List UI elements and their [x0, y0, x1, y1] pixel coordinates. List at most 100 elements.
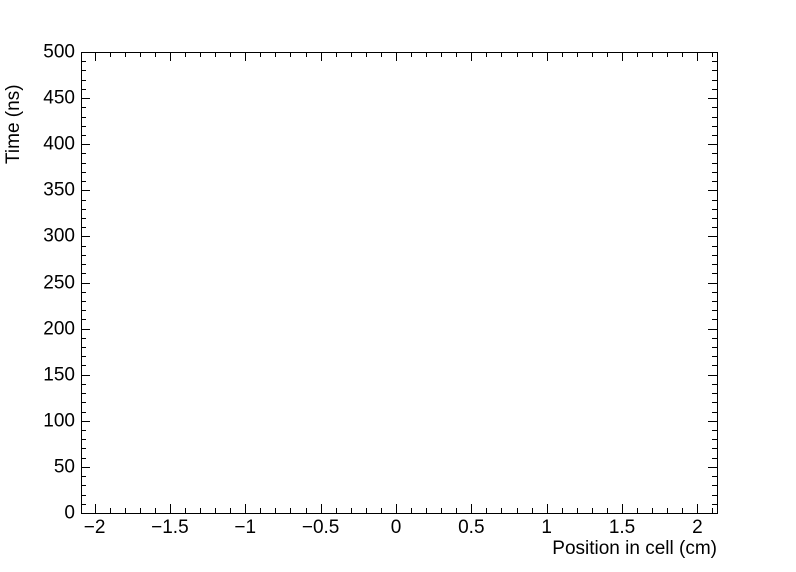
axis-tick [708, 375, 717, 376]
axis-tick [81, 172, 86, 173]
axis-tick [81, 246, 86, 247]
axis-tick [81, 430, 86, 431]
axis-tick [381, 52, 382, 57]
axis-tick [366, 508, 367, 513]
axis-tick [81, 107, 86, 108]
axis-tick [708, 513, 717, 514]
axis-tick [592, 508, 593, 513]
axis-tick [81, 375, 90, 376]
axis-tick [81, 218, 86, 219]
axis-tick [708, 52, 717, 53]
axis-tick [81, 513, 90, 514]
axis-tick [306, 52, 307, 57]
axis-tick [712, 292, 717, 293]
axis-tick [471, 504, 472, 513]
axis-tick [712, 209, 717, 210]
axis-tick [697, 504, 698, 513]
axis-tick [712, 255, 717, 256]
x-tick-label: −2 [83, 517, 106, 538]
axis-tick [712, 319, 717, 320]
y-tick-label: 300 [43, 225, 75, 247]
axis-tick [336, 52, 337, 57]
axis-tick [712, 347, 717, 348]
axis-tick [712, 273, 717, 274]
axis-tick [547, 504, 548, 513]
axis-tick [321, 504, 322, 513]
axis-tick [712, 365, 717, 366]
axis-tick [81, 98, 90, 99]
axis-tick [140, 508, 141, 513]
axis-tick [562, 52, 563, 57]
axis-tick [81, 421, 90, 422]
axis-tick [708, 144, 717, 145]
axis-tick [81, 236, 90, 237]
axis-tick [517, 52, 518, 57]
axis-tick [81, 283, 90, 284]
axis-tick [185, 508, 186, 513]
x-tick-label: 0.5 [458, 517, 485, 538]
axis-tick [547, 52, 548, 61]
axis-tick [81, 476, 86, 477]
axis-tick [712, 356, 717, 357]
axis-tick [577, 508, 578, 513]
y-tick-label: 200 [43, 318, 75, 340]
axis-tick [81, 292, 86, 293]
axis-tick [411, 52, 412, 57]
axis-tick [81, 458, 86, 459]
axis-tick [185, 52, 186, 57]
axis-tick [712, 264, 717, 265]
axis-tick [456, 508, 457, 513]
axis-tick [381, 508, 382, 513]
axis-tick [200, 52, 201, 57]
axis-tick [81, 264, 86, 265]
axis-tick [708, 421, 717, 422]
x-tick-label: 1 [541, 517, 552, 538]
axis-tick [532, 508, 533, 513]
axis-tick [81, 117, 86, 118]
axis-tick [607, 508, 608, 513]
axis-tick [607, 52, 608, 57]
axis-tick [712, 107, 717, 108]
axis-tick [712, 301, 717, 302]
axis-tick [245, 52, 246, 61]
axis-tick [622, 52, 623, 61]
axis-tick [155, 508, 156, 513]
axis-tick [351, 52, 352, 57]
axis-tick [81, 144, 90, 145]
axis-tick [81, 338, 86, 339]
axis-tick [396, 504, 397, 513]
axis-tick [637, 52, 638, 57]
axis-tick [290, 52, 291, 57]
axis-tick [81, 467, 90, 468]
axis-tick [215, 52, 216, 57]
axis-tick [81, 190, 90, 191]
axis-tick [81, 356, 86, 357]
axis-tick [712, 80, 717, 81]
axis-tick [667, 508, 668, 513]
axis-tick [441, 508, 442, 513]
axis-tick [81, 181, 86, 182]
axis-tick [712, 338, 717, 339]
axis-tick [275, 508, 276, 513]
axis-tick [336, 508, 337, 513]
axis-tick [682, 52, 683, 57]
axis-tick [712, 163, 717, 164]
x-tick-label: 2 [692, 517, 703, 538]
axis-tick [81, 402, 86, 403]
y-tick-label: 450 [43, 87, 75, 109]
axis-tick [486, 52, 487, 57]
axis-tick [471, 52, 472, 61]
axis-tick [712, 227, 717, 228]
axis-tick [712, 412, 717, 413]
axis-tick [81, 347, 86, 348]
axis-tick [200, 508, 201, 513]
axis-tick [411, 508, 412, 513]
axis-tick [682, 508, 683, 513]
axis-tick [81, 273, 86, 274]
axis-tick [592, 52, 593, 57]
axis-tick [81, 448, 86, 449]
axis-tick [712, 448, 717, 449]
axis-tick [110, 52, 111, 57]
axis-tick [712, 384, 717, 385]
